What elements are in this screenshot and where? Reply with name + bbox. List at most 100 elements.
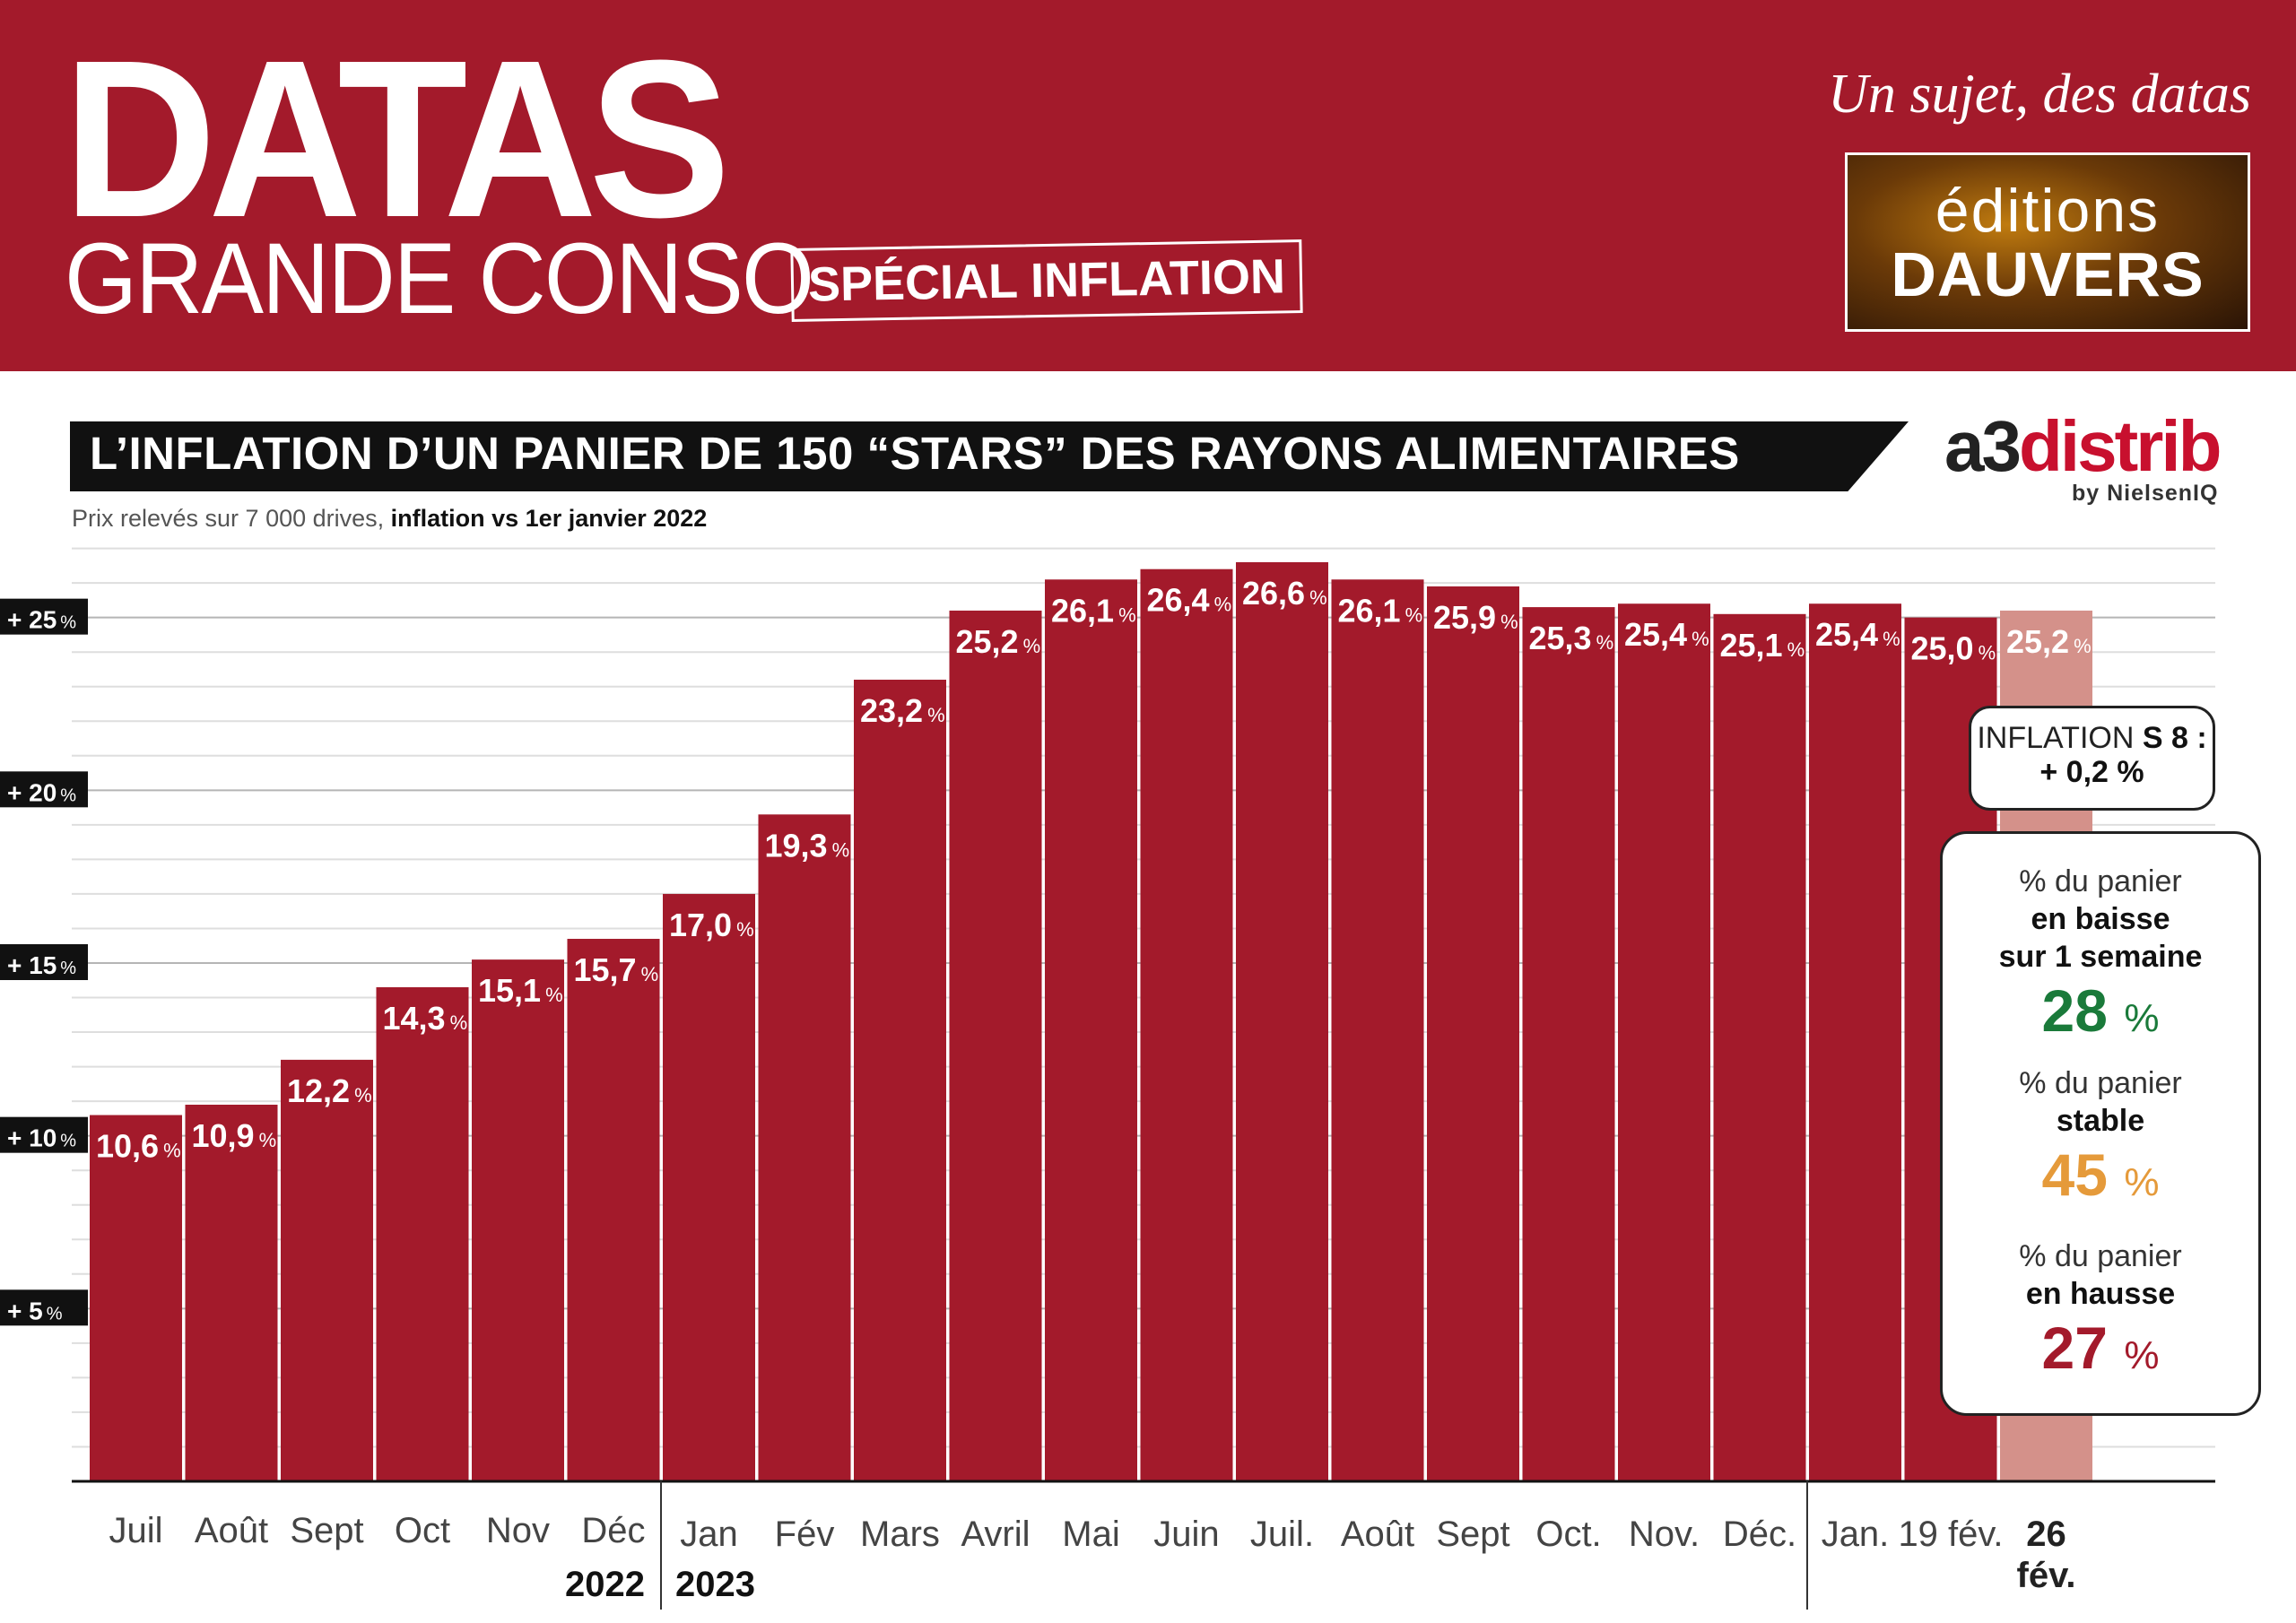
inflation-week: S 8 : [2142, 721, 2207, 755]
bar-value-unit: % [450, 1011, 468, 1034]
bar [1045, 579, 1137, 1481]
y-tick-label: + 10% [7, 1124, 76, 1152]
x-tick-label: 26 [2026, 1515, 2066, 1554]
y-tick-value: + 15 [7, 951, 57, 979]
x-tick-label: Jan [680, 1515, 738, 1554]
bar-value-label: 26,1% [1051, 592, 1136, 629]
title-banner [70, 421, 1909, 491]
bar-value: 15,7 [574, 951, 637, 988]
x-tick-label: Juil [109, 1511, 162, 1550]
y-tick-badge [0, 1116, 88, 1153]
bar-value: 26,1 [1051, 592, 1114, 629]
bar [1331, 579, 1424, 1481]
bar-value-unit: % [1979, 642, 1996, 664]
bar-value-unit: % [1500, 611, 1518, 633]
bar-value-label: 15,1% [478, 972, 563, 1009]
bar-value-label: 23,2% [860, 692, 945, 729]
y-tick-label: + 25% [7, 606, 76, 634]
x-tick-label: Oct [395, 1511, 450, 1550]
year-label-2022: 2022 [565, 1565, 645, 1604]
bar-value-unit: % [736, 918, 754, 941]
bar [758, 814, 851, 1481]
bar-value-label: 19,3% [765, 827, 850, 864]
y-tick-label: + 20% [7, 778, 76, 806]
bar [567, 939, 660, 1481]
bar-value: 10,6 [96, 1128, 159, 1165]
bar-value: 25,2 [2006, 623, 2069, 660]
y-tick-unit: % [47, 1304, 63, 1324]
stat-up-line1: % du panier [2019, 1239, 2182, 1273]
logo-part1: a3 [1944, 406, 2022, 486]
x-tick-label: Mars [860, 1515, 940, 1554]
stat-down-value-row: 28 % [1943, 976, 2258, 1054]
bar [472, 959, 564, 1481]
y-tick-unit: % [60, 1132, 76, 1151]
basket-stats-box: % du panier en baisse sur 1 semaine 28 %… [1940, 831, 2261, 1416]
bar-value: 26,4 [1147, 582, 1210, 619]
x-tick-label: Sept [1436, 1515, 1509, 1554]
bar-value: 25,4 [1815, 616, 1878, 653]
bar-value: 25,4 [1624, 616, 1687, 653]
x-tick-label: Sept [290, 1511, 363, 1550]
bar-value-unit: % [354, 1084, 372, 1107]
stat-up-value: 27 [2041, 1315, 2108, 1381]
x-tick-label: Août [195, 1511, 268, 1550]
x-tick-label: Avril [961, 1515, 1030, 1554]
stat-stable-line2: stable [2056, 1104, 2145, 1138]
y-tick-unit: % [60, 785, 76, 805]
bar-value-unit: % [1596, 631, 1614, 654]
stat-down-line1: % du panier [2019, 864, 2182, 898]
bar-value-label: 17,0% [669, 907, 754, 943]
tagline: Un sujet, des datas [1828, 64, 2251, 125]
bar [854, 680, 946, 1481]
bar-value: 26,6 [1242, 575, 1305, 612]
bar-value-label: 10,9% [192, 1117, 277, 1154]
bar-value-label: 10,6% [96, 1128, 181, 1165]
bar-value-unit: % [545, 984, 563, 1006]
bar-value: 10,9 [192, 1117, 255, 1154]
x-tick-label-line2: fév. [2017, 1556, 2076, 1595]
y-tick-value: + 25 [7, 606, 57, 634]
stat-down-line2: en baisse [2031, 902, 2170, 936]
bar-value: 19,3 [765, 827, 828, 864]
bar [281, 1059, 373, 1481]
stat-up-unit: % [2124, 1333, 2160, 1377]
bar-value: 25,0 [1911, 630, 1974, 667]
y-tick-badge [0, 598, 88, 635]
bar-value-unit: % [1692, 628, 1709, 650]
chart-subtitle: Prix relevés sur 7 000 drives, inflation… [72, 505, 707, 533]
x-tick-label: 19 fév. [1898, 1515, 2003, 1554]
bar-value-label: 26,1% [1338, 592, 1423, 629]
bar-value-unit: % [1023, 635, 1041, 657]
bar-value: 23,2 [860, 692, 923, 729]
bar [376, 986, 469, 1481]
y-tick-badge [0, 771, 88, 808]
inflation-value: + 0,2 % [2039, 755, 2144, 789]
stat-stable-line1: % du panier [2019, 1066, 2182, 1100]
bar [1713, 613, 1806, 1481]
bar-value-unit: % [1405, 603, 1423, 626]
bar-value-unit: % [1883, 628, 1900, 650]
bar-value-label: 25,4% [1815, 616, 1900, 653]
stat-down-value: 28 [2041, 977, 2108, 1044]
y-tick-value: + 10 [7, 1124, 57, 1152]
bar-value: 25,9 [1433, 599, 1496, 636]
bar-value-label: 25,4% [1624, 616, 1709, 653]
bar-value-unit: % [832, 838, 850, 861]
bar [1236, 562, 1328, 1481]
bar-value-label: 26,4% [1147, 582, 1232, 619]
bar-value: 15,1 [478, 972, 541, 1009]
stat-stable-value: 45 [2041, 1141, 2108, 1208]
logo-part2: distrib [2018, 406, 2222, 486]
publisher-line2: DAUVERS [1891, 239, 2205, 309]
stat-up-line2: en hausse [2025, 1277, 2176, 1311]
x-tick-label: Nov. [1629, 1515, 1700, 1554]
y-tick-value: + 5 [7, 1297, 43, 1324]
x-tick-label: Juil. [1250, 1515, 1314, 1554]
bar [663, 893, 755, 1481]
bar-value-label: 25,0% [1911, 630, 1996, 667]
bar-value-unit: % [163, 1140, 181, 1162]
x-tick-label: Mai [1062, 1515, 1119, 1554]
publisher-line1: éditions [1935, 177, 2161, 245]
x-tick-label: Oct. [1535, 1515, 1601, 1554]
